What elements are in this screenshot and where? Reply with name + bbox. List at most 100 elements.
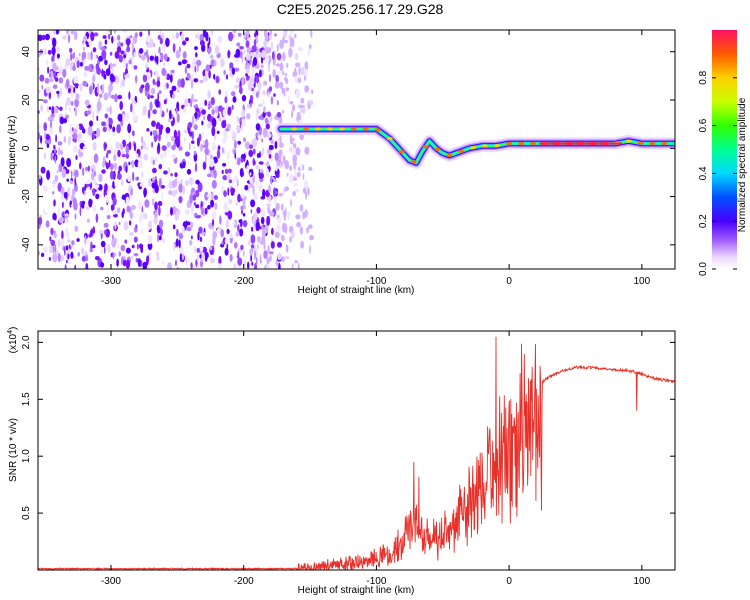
- noise-speck: [204, 147, 209, 156]
- noise-speck: [38, 89, 41, 94]
- noise-speck: [220, 229, 224, 238]
- noise-speck: [106, 150, 111, 154]
- noise-speck: [50, 113, 55, 118]
- noise-speck: [92, 74, 96, 83]
- noise-speck: [247, 261, 250, 269]
- y-tick-label: 1.5: [21, 392, 32, 406]
- noise-speck: [249, 76, 255, 87]
- noise-speck: [270, 175, 273, 185]
- noise-speck: [190, 205, 195, 214]
- noise-speck: [124, 239, 128, 244]
- noise-speck: [201, 231, 206, 236]
- noise-speck: [261, 49, 266, 59]
- noise-speck: [207, 89, 211, 99]
- noise-speck: [76, 60, 80, 69]
- noise-speck: [270, 41, 273, 50]
- noise-speck: [53, 144, 56, 150]
- ridge-peak: [315, 127, 321, 131]
- noise-speck: [165, 37, 170, 48]
- noise-speck: [193, 202, 196, 206]
- noise-speck: [109, 163, 114, 171]
- noise-speck: [234, 153, 237, 159]
- spectrogram-x-label: Height of straight line (km): [298, 285, 415, 296]
- noise-speck: [145, 82, 150, 92]
- noise-speck: [240, 244, 244, 251]
- noise-speck: [276, 43, 279, 53]
- noise-speck: [108, 117, 113, 126]
- ridge-peak: [482, 144, 489, 148]
- noise-speck: [261, 228, 266, 239]
- noise-speck: [202, 144, 206, 148]
- noise-speck: [59, 106, 63, 111]
- noise-speck: [149, 101, 153, 111]
- noise-speck: [184, 66, 188, 75]
- noise-speck: [163, 84, 166, 91]
- noise-speck: [197, 182, 203, 193]
- noise-speck: [250, 199, 256, 208]
- noise-speck: [69, 123, 73, 127]
- noise-speck: [287, 211, 291, 221]
- noise-speck: [296, 221, 302, 228]
- noise-speck: [231, 67, 236, 75]
- noise-speck: [191, 62, 195, 72]
- noise-speck: [204, 207, 208, 215]
- noise-speck: [195, 204, 200, 209]
- noise-speck: [152, 167, 157, 174]
- noise-speck: [162, 261, 165, 265]
- noise-speck: [123, 221, 129, 231]
- noise-speck: [221, 240, 224, 245]
- noise-speck: [74, 264, 77, 269]
- noise-speck: [160, 52, 164, 62]
- noise-speck: [207, 122, 212, 129]
- noise-speck: [214, 105, 219, 114]
- noise-speck: [117, 113, 123, 122]
- noise-speck: [257, 64, 260, 70]
- noise-speck: [137, 160, 143, 169]
- noise-speck: [103, 189, 106, 198]
- noise-speck: [163, 99, 167, 105]
- noise-speck: [199, 79, 204, 84]
- noise-speck: [74, 107, 78, 117]
- noise-speck: [239, 86, 243, 95]
- noise-speck: [142, 105, 147, 116]
- snr-frame: [37, 330, 676, 571]
- noise-speck: [251, 215, 254, 224]
- noise-speck: [308, 166, 313, 171]
- noise-speck: [302, 211, 306, 220]
- noise-speck: [262, 111, 266, 118]
- noise-speck: [241, 53, 244, 63]
- noise-speck: [217, 145, 221, 151]
- noise-speck: [60, 186, 65, 196]
- noise-speck: [193, 246, 197, 254]
- noise-speck: [182, 51, 187, 59]
- noise-speck: [88, 85, 93, 95]
- noise-speck: [154, 211, 158, 219]
- noise-speck: [118, 165, 122, 172]
- x-tick-label: -300: [101, 276, 121, 287]
- noise-speck: [129, 232, 134, 236]
- noise-speck: [214, 134, 216, 141]
- noise-speck: [104, 39, 108, 45]
- noise-speck: [129, 211, 134, 219]
- noise-speck: [116, 46, 122, 53]
- noise-speck: [178, 146, 183, 151]
- noise-speck: [50, 152, 53, 161]
- noise-speck: [269, 251, 274, 255]
- noise-speck: [295, 62, 301, 68]
- noise-speck: [201, 120, 204, 126]
- noise-speck: [216, 130, 220, 134]
- noise-speck: [181, 253, 184, 261]
- noise-speck: [95, 213, 99, 223]
- noise-speck: [74, 177, 77, 185]
- noise-speck: [211, 106, 215, 110]
- noise-speck: [92, 178, 97, 185]
- noise-speck: [69, 47, 73, 53]
- noise-speck: [276, 111, 282, 118]
- noise-speck: [237, 266, 242, 269]
- noise-speck: [65, 30, 70, 35]
- noise-speck: [138, 48, 144, 54]
- noise-speck: [57, 72, 61, 77]
- noise-speck: [294, 53, 299, 60]
- noise-speck: [48, 125, 54, 135]
- noise-speck: [187, 98, 191, 104]
